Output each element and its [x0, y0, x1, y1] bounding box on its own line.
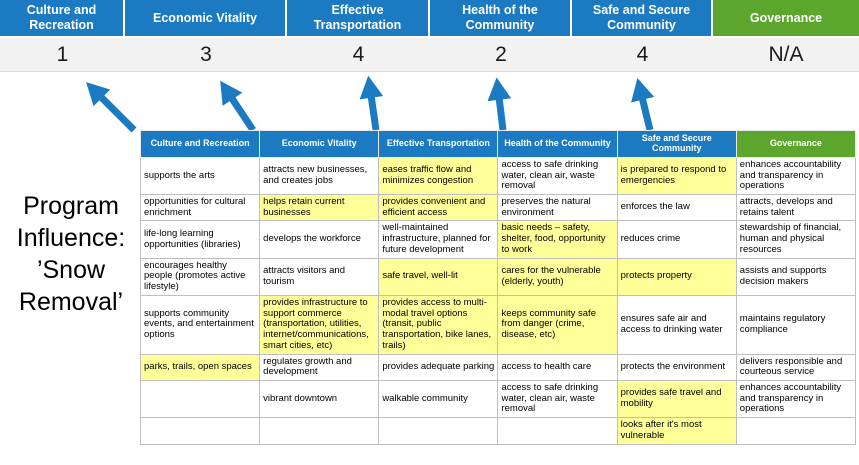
table-row: encourages healthy people (promotes acti… [139, 257, 857, 296]
score-health-of-the-community: 2 [430, 36, 572, 72]
table-cell: attracts new businesses, and creates job… [259, 156, 380, 195]
score-safe-and-secure-community: 4 [572, 36, 713, 72]
matrix-body: supports the arts attracts new businesses… [139, 156, 857, 445]
table-cell: basic needs – safety, shelter, food, opp… [497, 220, 618, 259]
score-economic-vitality: 3 [125, 36, 287, 72]
table-row: opportunities for cultural enrichment hel… [139, 193, 857, 222]
table-cell: provides adequate parking [378, 353, 499, 382]
table-cell: attracts visitors and tourism [259, 257, 380, 296]
summary-header-culture-and-recreation: Culture and Recreation [0, 0, 125, 36]
table-row: parks, trails, open spaces regulates grow… [139, 353, 857, 382]
table-cell: encourages healthy people (promotes acti… [139, 257, 261, 296]
score-governance: N/A [713, 36, 859, 72]
table-cell: cares for the vulnerable (elderly, youth… [497, 257, 618, 296]
summary-header-health-of-the-community: Health of the Community [430, 0, 572, 36]
table-cell: enforces the law [616, 193, 737, 222]
table-cell: well-maintained infrastructure, planned … [378, 220, 499, 259]
table-cell: supports the arts [139, 156, 261, 195]
table-cell: provides infrastructure to support comme… [259, 294, 380, 355]
table-cell: eases traffic flow and minimizes congest… [378, 156, 499, 195]
table-cell: provides access to multi-modal travel op… [378, 294, 499, 355]
table-row: looks after it's most vulnerable [139, 417, 857, 445]
table-cell: assists and supports decision makers [735, 257, 857, 296]
table-cell: helps retain current businesses [259, 193, 380, 222]
table-row: supports community events, and entertain… [139, 294, 857, 355]
summary-header-governance: Governance [713, 0, 859, 36]
table-cell: provides safe travel and mobility [616, 379, 737, 419]
up-arrow-icon [86, 82, 137, 133]
column-header-governance: Governance [735, 130, 857, 158]
score-arrows [86, 75, 655, 133]
matrix-head: Culture and Recreation Economic Vitality… [139, 130, 857, 158]
column-header-effective-transportation: Effective Transportation [378, 130, 499, 158]
table-cell: enhances accountability and transparency… [735, 156, 857, 195]
column-header-health-of-the-community: Health of the Community [497, 130, 618, 158]
column-header-safe-and-secure-community: Safe and Secure Community [616, 130, 737, 158]
summary-header-effective-transportation: Effective Transportation [287, 0, 430, 36]
table-cell: preserves the natural environment [497, 193, 618, 222]
table-cell: looks after it's most vulnerable [616, 417, 737, 445]
table-cell: parks, trails, open spaces [139, 353, 261, 382]
table-cell: access to health care [497, 353, 618, 382]
table-cell: provides convenient and efficient access [378, 193, 499, 222]
table-cell: keeps community safe from danger (crime,… [497, 294, 618, 355]
table-cell: develops the workforce [259, 220, 380, 259]
table-row: supports the arts attracts new businesses… [139, 156, 857, 195]
table-cell: enhances accountability and transparency… [735, 379, 857, 419]
table-cell [139, 379, 261, 419]
score-culture-and-recreation: 1 [0, 36, 125, 72]
table-cell [497, 417, 618, 445]
table-cell: maintains regulatory compliance [735, 294, 857, 355]
table-cell [378, 417, 499, 445]
score-row: 1 3 4 2 4 N/A [0, 36, 859, 72]
table-row: life-long learning opportunities (librar… [139, 220, 857, 259]
score-effective-transportation: 4 [287, 36, 430, 72]
table-cell: vibrant downtown [259, 379, 380, 419]
up-arrow-icon [220, 80, 256, 132]
column-header-economic-vitality: Economic Vitality [259, 130, 380, 158]
table-cell [735, 417, 857, 445]
table-cell: access to safe drinking water, clean air… [497, 156, 618, 195]
up-arrow-icon [487, 77, 512, 131]
matrix-header-row: Culture and Recreation Economic Vitality… [139, 130, 857, 158]
summary-header-row: Culture and Recreation Economic Vitality… [0, 0, 859, 36]
table-cell: life-long learning opportunities (librar… [139, 220, 261, 259]
up-arrow-icon [359, 75, 384, 131]
table-cell: stewardship of financial, human and phys… [735, 220, 857, 259]
summary-header-economic-vitality: Economic Vitality [125, 0, 287, 36]
column-header-culture-and-recreation: Culture and Recreation [139, 130, 261, 158]
table-cell: reduces crime [616, 220, 737, 259]
table-cell: protects property [616, 257, 737, 296]
table-cell: opportunities for cultural enrichment [139, 193, 261, 222]
page-title: Program Influence: ’Snow Removal’ [16, 192, 126, 316]
influence-matrix-table: Culture and Recreation Economic Vitality… [139, 130, 857, 445]
table-cell: supports community events, and entertain… [139, 294, 261, 355]
table-cell: regulates growth and development [259, 353, 380, 382]
table-cell: attracts, develops and retains talent [735, 193, 857, 222]
table-cell: protects the environment [616, 353, 737, 382]
table-cell: is prepared to respond to emergencies [616, 156, 737, 195]
table-cell: access to safe drinking water, clean air… [497, 379, 618, 419]
table-row: vibrant downtown walkable community access… [139, 379, 857, 419]
table-cell: walkable community [378, 379, 499, 419]
table-cell: delivers responsible and courteous servi… [735, 353, 857, 382]
summary-header-safe-and-secure-community: Safe and Secure Community [572, 0, 713, 36]
table-cell [139, 417, 261, 445]
table-cell: safe travel, well-lit [378, 257, 499, 296]
up-arrow-icon [631, 77, 655, 131]
table-cell: ensures safe air and access to drinking … [616, 294, 737, 355]
table-cell [259, 417, 380, 445]
